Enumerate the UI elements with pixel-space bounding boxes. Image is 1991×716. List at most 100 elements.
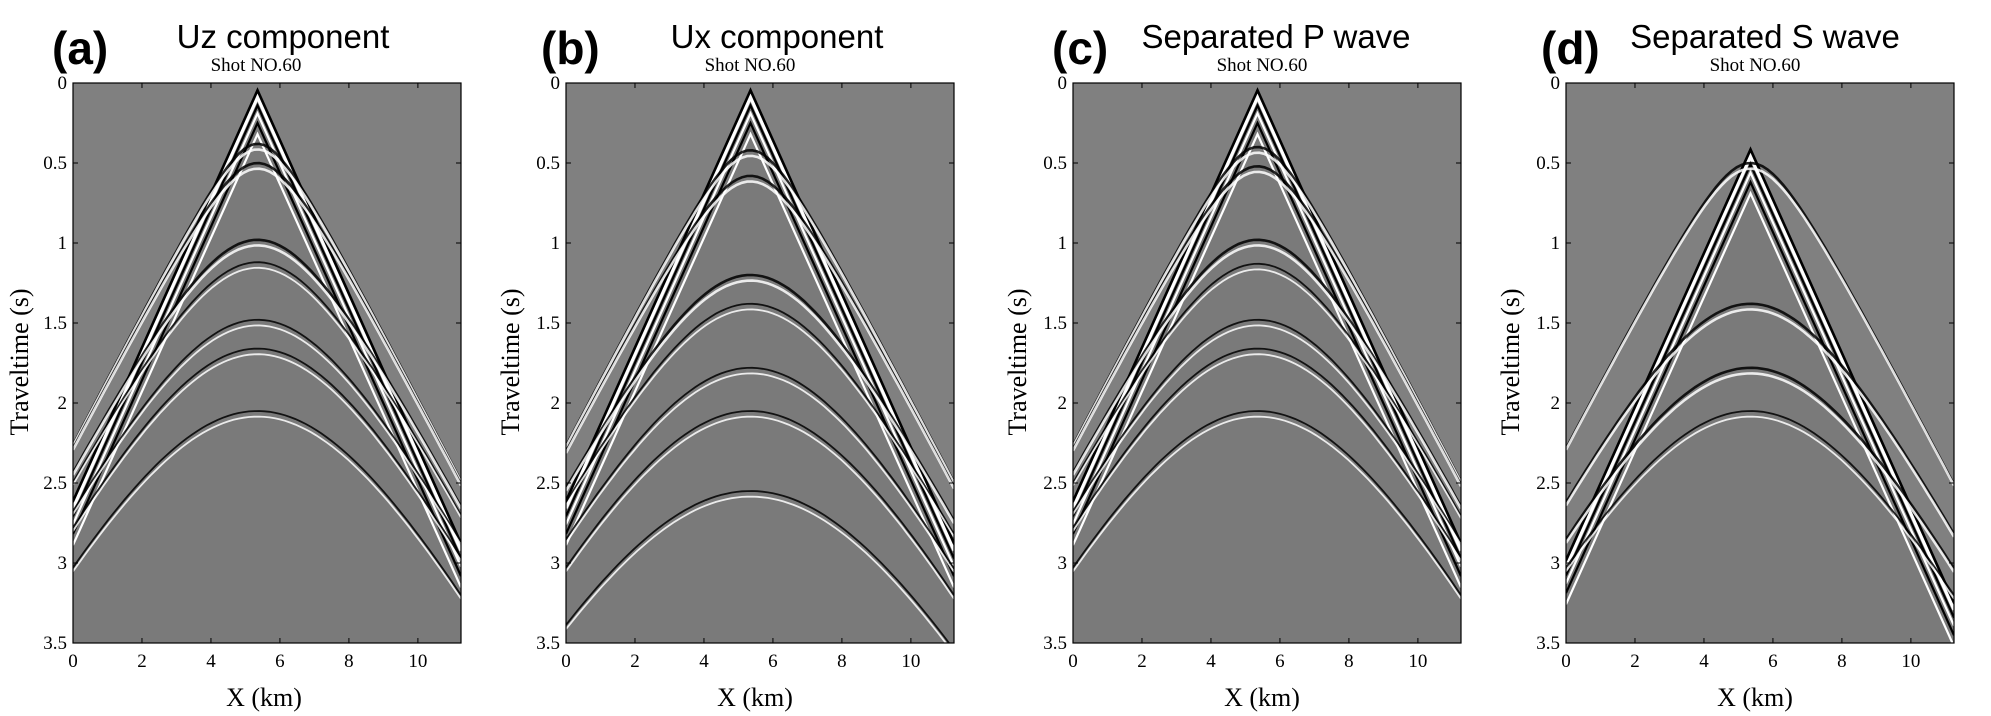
panel-subtitle: Shot NO.60 bbox=[1217, 55, 1308, 76]
panel-label: (d) bbox=[1541, 22, 1600, 74]
y-tick-label: 3.5 bbox=[1043, 633, 1067, 654]
seismic-image bbox=[1565, 82, 1955, 644]
panel-subtitle: Shot NO.60 bbox=[1710, 55, 1801, 76]
x-axis-ticks: 0 2 4 6 8 10 bbox=[68, 83, 427, 672]
x-tick-label: 4 bbox=[699, 651, 709, 672]
reflection-event bbox=[73, 148, 461, 483]
y-tick-label: 1.5 bbox=[1536, 313, 1560, 334]
y-axis-label: Traveltime (s) bbox=[1496, 288, 1525, 435]
y-tick-label: 1.5 bbox=[536, 313, 560, 334]
x-tick-label: 2 bbox=[1137, 651, 1147, 672]
x-tick-label: 10 bbox=[1901, 651, 1920, 672]
panel-separated-p-wave: (c) Separated P wave Shot NO.60 0 2 4 6 8 10 … bbox=[1003, 18, 1462, 712]
x-axis-ticks: 0 2 4 6 8 10 bbox=[1068, 83, 1427, 672]
y-axis-ticks: 0 0.5 1 1.5 2 2.5 3 3.5 bbox=[43, 73, 461, 654]
x-tick-label: 2 bbox=[630, 651, 640, 672]
wavefield-interior bbox=[73, 91, 461, 643]
y-tick-label: 2 bbox=[551, 393, 561, 414]
reflection-event bbox=[1073, 347, 1461, 559]
x-tick-label: 8 bbox=[344, 651, 354, 672]
panel-label: (c) bbox=[1052, 22, 1108, 74]
reflection-event bbox=[73, 244, 461, 510]
y-tick-label: 3 bbox=[551, 553, 561, 574]
reflection-event bbox=[1073, 318, 1461, 543]
y-tick-label: 0 bbox=[1551, 73, 1561, 94]
y-tick-label: 2.5 bbox=[1536, 473, 1560, 494]
reflection-event bbox=[566, 372, 954, 573]
panel-label: (a) bbox=[52, 22, 108, 74]
y-tick-label: 2 bbox=[58, 393, 68, 414]
y-tick-label: 0 bbox=[1058, 73, 1068, 94]
y-tick-label: 3 bbox=[58, 553, 68, 574]
y-axis-label: Traveltime (s) bbox=[496, 288, 525, 435]
panel-ux-component: (b) Ux component Shot NO.60 0 2 4 6 8 10 0 0.5… bbox=[496, 18, 955, 712]
x-axis-label: X (km) bbox=[1717, 683, 1793, 712]
reflection-event bbox=[1566, 415, 1954, 600]
x-tick-label: 10 bbox=[1408, 651, 1427, 672]
y-tick-label: 3.5 bbox=[536, 633, 560, 654]
y-tick-label: 3.5 bbox=[1536, 633, 1560, 654]
reflection-event bbox=[566, 495, 947, 643]
direct-wave-event bbox=[1073, 120, 1461, 577]
x-tick-label: 4 bbox=[206, 651, 216, 672]
panel-separated-s-wave: (d) Separated S wave Shot NO.60 0 2 4 6 8 10 … bbox=[1496, 18, 1955, 712]
panel-uz-component: (a) Uz component Shot NO.60 0 2 4 6 8 10 0 0.5… bbox=[5, 18, 462, 712]
x-tick-label: 8 bbox=[1344, 651, 1354, 672]
reflection-event bbox=[1566, 302, 1954, 535]
y-tick-label: 1.5 bbox=[43, 313, 67, 334]
reflection-event bbox=[1073, 415, 1461, 600]
x-axis-label: X (km) bbox=[717, 683, 793, 712]
reflection-event bbox=[566, 273, 954, 522]
reflection-event bbox=[1073, 268, 1461, 519]
y-tick-label: 0.5 bbox=[1043, 153, 1067, 174]
y-tick-label: 0.5 bbox=[536, 153, 560, 174]
reflection-event bbox=[566, 302, 954, 535]
reflection-event bbox=[73, 347, 461, 559]
x-tick-label: 10 bbox=[901, 651, 920, 672]
plot-frame bbox=[72, 82, 462, 644]
reflection-event bbox=[1073, 410, 1461, 596]
x-tick-label: 0 bbox=[1068, 651, 1078, 672]
x-axis-ticks: 0 2 4 6 8 10 bbox=[1561, 83, 1920, 672]
direct-wave-event bbox=[1566, 190, 1954, 643]
panel-subtitle: Shot NO.60 bbox=[211, 55, 302, 76]
y-tick-label: 3 bbox=[1551, 553, 1561, 574]
reflection-event bbox=[1566, 410, 1954, 596]
panel-title: Ux component bbox=[671, 18, 884, 55]
reflection-event bbox=[73, 353, 461, 562]
y-axis-label: Traveltime (s) bbox=[1003, 288, 1032, 435]
reflection-event bbox=[73, 261, 461, 516]
x-tick-label: 6 bbox=[1768, 651, 1778, 672]
x-axis-ticks: 0 2 4 6 8 10 bbox=[561, 83, 920, 672]
x-axis-label: X (km) bbox=[226, 683, 302, 712]
reflection-event bbox=[566, 490, 951, 643]
reflection-event bbox=[1566, 167, 1954, 487]
panel-label: (b) bbox=[541, 22, 600, 74]
reflection-event bbox=[566, 154, 954, 484]
direct-wave-event bbox=[73, 110, 461, 567]
reflection-event bbox=[73, 238, 461, 508]
direct-wave-event bbox=[1566, 152, 1954, 611]
y-tick-label: 2 bbox=[1058, 393, 1068, 414]
x-tick-label: 0 bbox=[68, 651, 78, 672]
x-tick-label: 2 bbox=[1630, 651, 1640, 672]
reflection-event bbox=[1566, 308, 1954, 538]
reflection-event bbox=[73, 266, 461, 519]
reflection-event bbox=[566, 410, 954, 596]
direct-wave-event bbox=[1073, 102, 1461, 559]
x-tick-label: 0 bbox=[1561, 651, 1571, 672]
y-tick-label: 0 bbox=[58, 73, 68, 94]
reflection-event bbox=[1566, 372, 1954, 573]
x-tick-label: 0 bbox=[561, 651, 571, 672]
reflection-event bbox=[1073, 238, 1461, 508]
panel-subtitle: Shot NO.60 bbox=[705, 55, 796, 76]
y-tick-label: 2 bbox=[1551, 393, 1561, 414]
y-tick-label: 1 bbox=[1058, 233, 1068, 254]
wavefield-interior bbox=[1073, 91, 1461, 643]
x-tick-label: 8 bbox=[1837, 651, 1847, 672]
direct-wave-event bbox=[1566, 161, 1954, 619]
reflection-event bbox=[566, 180, 954, 490]
direct-wave-event bbox=[1566, 146, 1954, 604]
plot-frame bbox=[1565, 82, 1955, 644]
